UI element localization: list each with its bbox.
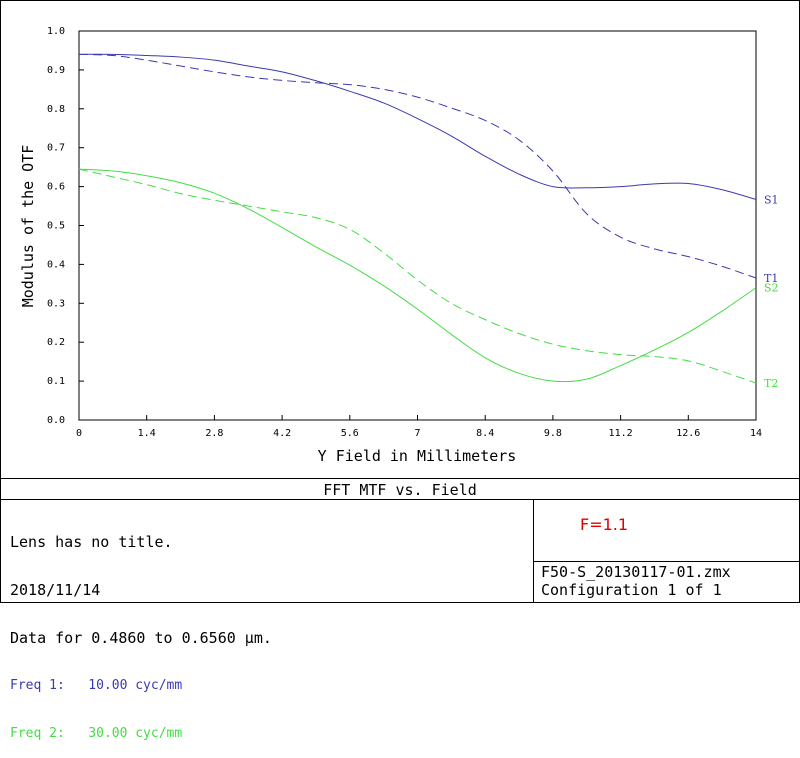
y-tick-label: 0.9	[47, 65, 65, 76]
lens-title-text: Lens has no title.	[10, 533, 173, 551]
y-tick-label: 0.7	[47, 143, 65, 154]
plot-area	[78, 30, 757, 421]
x-tick-label: 5.6	[341, 428, 359, 439]
file-info: F50-S_20130117-01.zmx Configuration 1 of …	[541, 563, 731, 599]
series-line-s2	[78, 168, 757, 383]
y-axis-label: Modulus of the OTF	[19, 145, 37, 308]
x-tick-label: 2.8	[205, 428, 223, 439]
y-tick-label: 0.5	[47, 221, 65, 232]
series-line-t1	[78, 53, 757, 279]
footer-divider-vertical	[533, 499, 534, 603]
chart-title: FFT MTF vs. Field	[0, 478, 800, 500]
y-tick-label: 1.0	[47, 26, 65, 37]
x-axis-label: Y Field in Millimeters	[318, 447, 517, 465]
freq-2-text: Freq 2: 30.00 cyc/mm	[10, 726, 183, 741]
f-number-note: F=1.1	[580, 515, 629, 534]
series-label-s2: S2	[764, 282, 779, 295]
x-tick-label: 4.2	[273, 428, 291, 439]
series-line-t2	[78, 168, 757, 384]
x-tick-label: 8.4	[476, 428, 494, 439]
series-line-s1	[78, 53, 757, 200]
y-tick-label: 0.4	[47, 259, 65, 270]
configuration-text: Configuration 1 of 1	[541, 581, 722, 599]
series-label-t1: T1	[764, 272, 778, 285]
x-tick-label: 0	[76, 428, 82, 439]
y-tick-label: 0.0	[47, 415, 65, 426]
x-tick-label: 9.8	[544, 428, 562, 439]
y-tick-label: 0.1	[47, 376, 65, 387]
date-text: 2018/11/14	[10, 581, 101, 599]
series-label-s1: S1	[764, 193, 779, 206]
y-tick-label: 0.2	[47, 337, 65, 348]
y-tick-label: 0.8	[47, 104, 65, 115]
wavelength-range-text: Data for 0.4860 to 0.6560 µm.	[10, 629, 272, 647]
x-tick-label: 11.2	[609, 428, 633, 439]
x-tick-label: 14	[750, 428, 762, 439]
series-label-t2: T2	[764, 377, 778, 390]
x-tick-label: 7	[414, 428, 420, 439]
freq-1-text: Freq 1: 10.00 cyc/mm	[10, 678, 183, 693]
footer-divider-horizontal	[533, 561, 800, 562]
file-name-text: F50-S_20130117-01.zmx	[541, 563, 731, 581]
y-tick-label: 0.3	[47, 298, 65, 309]
info-panel: Lens has no title. 2018/11/14 Data for 0…	[10, 502, 272, 758]
mtf-chart: 0 1.4 2.8 4.2 5.6 7 8.4 9.8 11.2 12.6 14 0.0 0.1 0.2…	[19, 26, 779, 465]
y-tick-label: 0.6	[47, 182, 65, 193]
x-tick-label: 12.6	[676, 428, 700, 439]
x-tick-label: 1.4	[138, 428, 156, 439]
